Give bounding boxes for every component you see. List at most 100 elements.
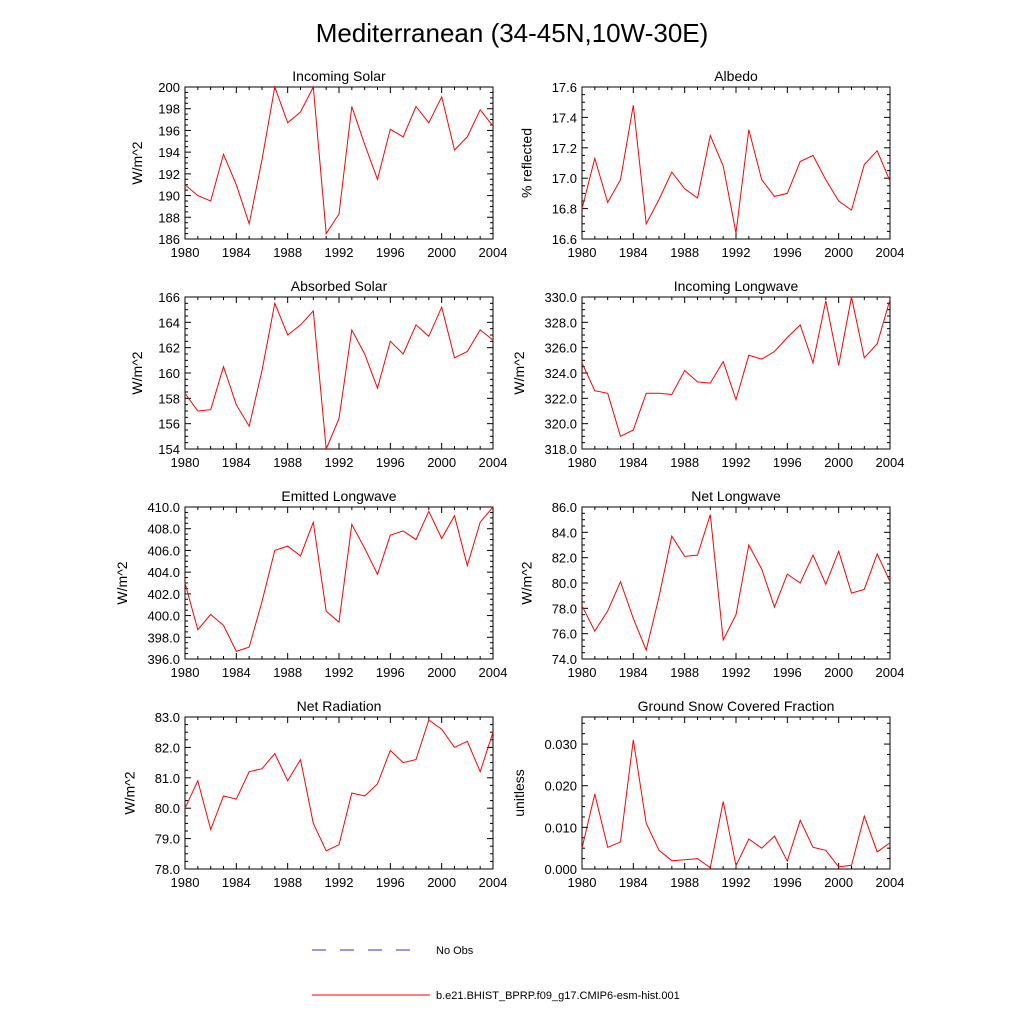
panel-3: Absorbed Solar 1980 1984 1988 1992 1996 2000 20… [129, 278, 507, 470]
x-tick-label: 1980 [568, 875, 597, 890]
x-tick-label: 2004 [876, 245, 905, 260]
y-tick-label: 196 [158, 123, 180, 138]
y-tick-label: 162 [158, 341, 180, 356]
series-line [581, 105, 891, 233]
y-tick-label: 192 [158, 167, 180, 182]
x-tick-label: 2000 [427, 455, 456, 470]
y-tick-label: 408.0 [147, 522, 180, 537]
y-tick-label: 80.0 [155, 801, 180, 816]
y-tick-label: 84.0 [552, 525, 577, 540]
x-tick-label: 1996 [376, 665, 405, 680]
y-tick-label: 79.0 [155, 832, 180, 847]
figure-title: Mediterranean (34-45N,10W-30E) [316, 18, 709, 48]
y-tick-label: 86.0 [552, 500, 577, 515]
x-tick-label: 1984 [619, 245, 648, 260]
y-axis-label: unitless [511, 769, 527, 816]
x-tick-label: 1992 [722, 455, 751, 470]
y-tick-label: 198 [158, 102, 180, 117]
x-tick-label: 1988 [273, 455, 302, 470]
x-tick-label: 1992 [325, 665, 354, 680]
x-tick-label: 2000 [824, 875, 853, 890]
series-line [184, 301, 494, 450]
y-tick-label: 404.0 [147, 565, 180, 580]
y-tick-label: 186 [158, 232, 180, 247]
x-tick-label: 1980 [568, 665, 597, 680]
x-tick-label: 1984 [222, 245, 251, 260]
x-tick-label: 1996 [376, 245, 405, 260]
legend-label-obs: No Obs [436, 945, 474, 957]
panel-4: Incoming Longwave 1980 1984 1988 1992 1996 200… [511, 278, 904, 470]
x-tick-label: 1980 [171, 665, 200, 680]
x-tick-label: 1984 [222, 875, 251, 890]
x-tick-label: 1988 [273, 875, 302, 890]
panel-title: Ground Snow Covered Fraction [638, 698, 835, 714]
x-tick-label: 1996 [773, 245, 802, 260]
y-tick-label: 83.0 [155, 710, 180, 725]
series-line [184, 506, 494, 653]
y-tick-label: 16.8 [552, 202, 577, 217]
x-tick-label: 1992 [722, 875, 751, 890]
y-tick-label: 164 [158, 315, 180, 330]
y-tick-label: 406.0 [147, 543, 180, 558]
x-tick-label: 2004 [479, 665, 508, 680]
x-tick-label: 1996 [773, 455, 802, 470]
y-tick-label: 74.0 [552, 652, 577, 667]
plot-frame [184, 296, 494, 450]
y-tick-label: 80.0 [552, 576, 577, 591]
x-tick-label: 2000 [427, 875, 456, 890]
y-tick-label: 322.0 [544, 391, 577, 406]
y-axis-label: % reflected [519, 128, 535, 198]
panel-title: Incoming Longwave [674, 278, 799, 294]
plot-frame [184, 86, 494, 240]
series-line [581, 739, 891, 869]
x-tick-label: 2004 [876, 455, 905, 470]
panel-title: Net Radiation [297, 698, 382, 714]
y-tick-label: 78.0 [155, 862, 180, 877]
x-tick-label: 1996 [376, 875, 405, 890]
x-tick-label: 1992 [325, 245, 354, 260]
y-tick-label: 400.0 [147, 609, 180, 624]
x-tick-label: 1984 [619, 665, 648, 680]
x-tick-label: 1992 [722, 245, 751, 260]
x-tick-label: 1988 [670, 245, 699, 260]
x-tick-label: 1980 [568, 455, 597, 470]
x-tick-label: 1984 [619, 875, 648, 890]
y-tick-label: 188 [158, 210, 180, 225]
y-tick-label: 410.0 [147, 500, 180, 515]
y-tick-label: 194 [158, 145, 180, 160]
y-axis-label: W/m^2 [129, 351, 145, 394]
y-tick-label: 81.0 [155, 771, 180, 786]
y-tick-label: 17.2 [552, 141, 577, 156]
y-axis-label: W/m^2 [519, 561, 535, 604]
x-tick-label: 1996 [376, 455, 405, 470]
series-line [581, 296, 891, 438]
x-tick-label: 1988 [670, 665, 699, 680]
x-tick-label: 1988 [273, 245, 302, 260]
plot-frame [581, 86, 891, 240]
series-line [184, 719, 494, 852]
panel-7: Net Radiation 1980 1984 1988 1992 1996 2000 200… [122, 698, 508, 890]
x-tick-label: 1984 [222, 455, 251, 470]
y-tick-label: 330.0 [544, 290, 577, 305]
y-tick-label: 396.0 [147, 652, 180, 667]
panel-6: Net Longwave 1980 1984 1988 1992 1996 2000 2004… [519, 488, 905, 680]
panel-title: Incoming Solar [292, 68, 386, 84]
y-tick-label: 402.0 [147, 587, 180, 602]
x-tick-label: 1984 [619, 455, 648, 470]
y-tick-label: 0.000 [544, 862, 577, 877]
y-tick-label: 17.6 [552, 80, 577, 95]
plot-frame [184, 716, 494, 870]
y-tick-label: 82.0 [155, 740, 180, 755]
y-tick-label: 78.0 [552, 601, 577, 616]
x-tick-label: 2000 [824, 665, 853, 680]
x-tick-label: 1988 [670, 455, 699, 470]
x-tick-label: 1988 [273, 665, 302, 680]
x-tick-label: 1980 [171, 245, 200, 260]
x-tick-label: 1980 [171, 875, 200, 890]
y-tick-label: 166 [158, 290, 180, 305]
y-tick-label: 200 [158, 80, 180, 95]
panel-title: Albedo [714, 68, 758, 84]
y-tick-label: 324.0 [544, 366, 577, 381]
y-tick-label: 160 [158, 366, 180, 381]
